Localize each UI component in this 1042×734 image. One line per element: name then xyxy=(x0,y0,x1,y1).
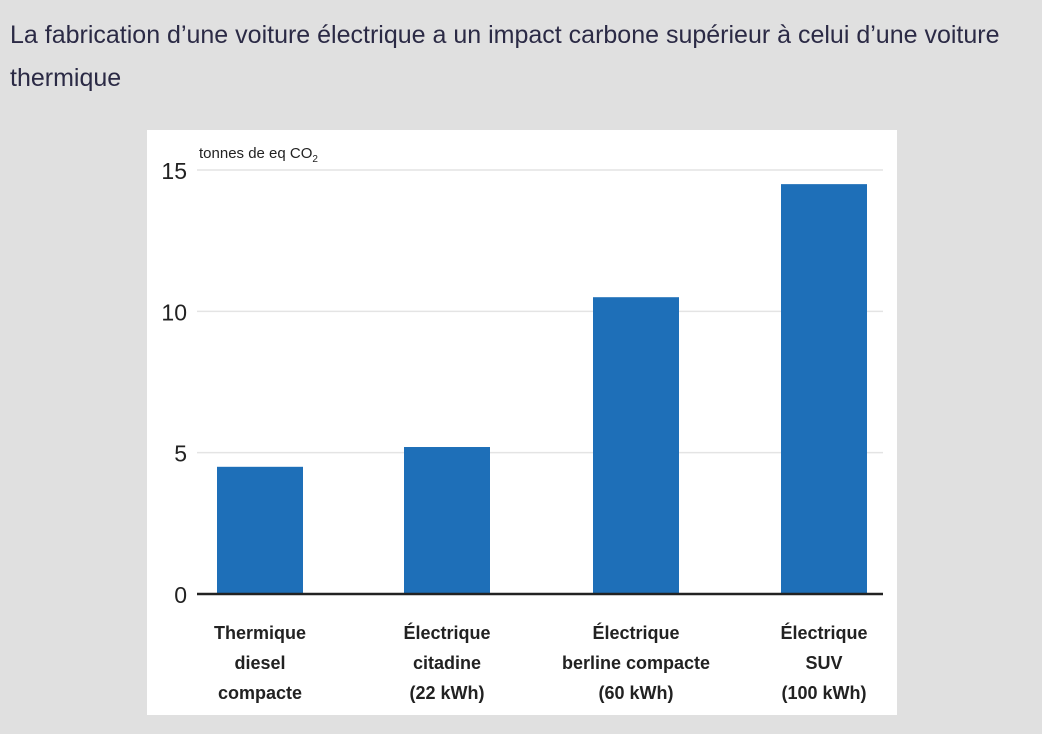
page-title: La fabrication d’une voiture électrique … xyxy=(10,21,1000,92)
bar xyxy=(593,297,679,594)
x-tick-label: berline compacte xyxy=(562,653,710,673)
x-tick-label: Électrique xyxy=(592,622,679,643)
x-tick-label: diesel xyxy=(234,653,285,673)
bar xyxy=(404,447,490,594)
y-axis-label: tonnes de eq CO2 xyxy=(199,145,318,165)
x-tick-label: citadine xyxy=(413,653,481,673)
y-tick-label: 5 xyxy=(174,441,187,467)
y-tick-label: 15 xyxy=(161,158,187,184)
x-tick-label: Électrique xyxy=(403,622,490,643)
x-tick-label: (100 kWh) xyxy=(781,683,866,703)
x-tick-label: Électrique xyxy=(780,622,867,643)
bar xyxy=(781,184,867,594)
bar xyxy=(217,466,303,594)
x-tick-label: SUV xyxy=(805,653,842,673)
x-tick-label: (22 kWh) xyxy=(409,683,484,703)
y-tick-label: 0 xyxy=(174,582,187,608)
chart-svg: 0 5 10 15 tonnes de eq CO2 Thermique diesel com… xyxy=(161,145,883,703)
bar-chart: 0 5 10 15 tonnes de eq CO2 Thermique diesel com… xyxy=(147,130,897,715)
y-axis-label-subscript: 2 xyxy=(312,154,318,165)
x-tick-label: compacte xyxy=(218,683,302,703)
y-tick-label: 10 xyxy=(161,299,187,325)
x-tick-label: (60 kWh) xyxy=(598,683,673,703)
x-tick-label: Thermique xyxy=(214,623,306,643)
